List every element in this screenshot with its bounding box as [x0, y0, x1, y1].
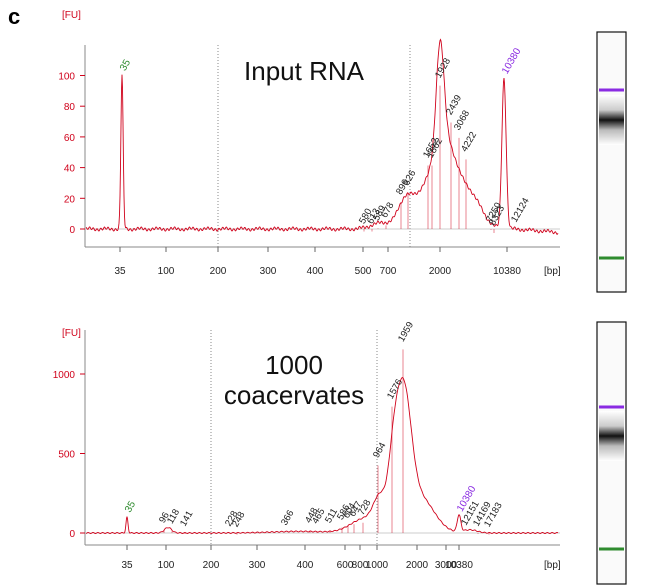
electropherogram-trace [85, 376, 559, 534]
x-tick-label: 100 [158, 560, 175, 571]
x-tick-label: 400 [297, 560, 314, 571]
gel-band-smear [599, 95, 624, 145]
chart-title: 1000 [265, 350, 323, 380]
x-tick-label: 200 [210, 266, 227, 277]
gel-band-smear [599, 411, 624, 461]
x-tick-label: 200 [203, 560, 220, 571]
panel-label: c [8, 4, 21, 29]
y-tick-label: 1000 [53, 370, 76, 381]
y-tick-label: 60 [64, 133, 76, 144]
gel-lane-background [598, 33, 625, 291]
x-tick-label: 400 [307, 266, 324, 277]
y-tick-label: 20 [64, 194, 76, 205]
x-tick-label: 2000 [406, 560, 429, 571]
x-tick-label: 100 [158, 266, 175, 277]
peak-label: 1576 [385, 377, 405, 401]
peak-label: 366 [279, 508, 296, 527]
x-tick-label: 10380 [445, 560, 473, 571]
y-tick-label: 0 [69, 529, 75, 540]
gel-band-upper-marker [599, 405, 624, 409]
x-axis-label: [bp] [544, 266, 561, 277]
x-tick-label: 1000 [366, 560, 389, 571]
x-tick-label: 700 [380, 266, 397, 277]
peak-label: 964 [371, 441, 388, 460]
peak-label: 1959 [396, 320, 416, 344]
gel-lane-coacervates [596, 321, 627, 585]
gel-band-lower-marker [599, 256, 624, 260]
x-tick-label: 800 [352, 560, 369, 571]
chart-title: coacervates [224, 380, 364, 410]
lower-marker-label: 35 [123, 499, 138, 515]
y-axis-label: [FU] [62, 328, 81, 339]
peak-label: 96 [157, 510, 172, 525]
x-tick-label: 3000 [435, 560, 458, 571]
gel-band-upper-marker [599, 88, 624, 92]
y-tick-label: 100 [58, 72, 75, 83]
x-tick-label: 10380 [493, 266, 521, 277]
y-tick-label: 80 [64, 102, 76, 113]
x-tick-label: 35 [121, 560, 133, 571]
y-tick-label: 40 [64, 164, 76, 175]
x-tick-label: 600 [337, 560, 354, 571]
gel-lane-input-rna [596, 31, 627, 293]
x-tick-label: 2000 [429, 266, 452, 277]
x-tick-label: 35 [114, 266, 126, 277]
peak-label: 4222 [459, 130, 479, 154]
y-tick-label: 0 [69, 225, 75, 236]
chart-input-rna: 0 20 40 60 80 100 [FU] 35 100 200 300 400 500 700 2000… [58, 10, 561, 277]
lower-marker-label: 35 [118, 57, 133, 73]
electropherogram-trace [85, 38, 559, 235]
upper-marker-label: 10380 [500, 46, 524, 76]
x-axis-label: [bp] [544, 560, 561, 571]
x-tick-label: 300 [260, 266, 277, 277]
peak-label: 12124 [509, 196, 532, 224]
gel-band-lower-marker [599, 547, 624, 551]
y-tick-label: 500 [58, 450, 75, 461]
x-tick-label: 500 [355, 266, 372, 277]
y-axis-label: [FU] [62, 10, 81, 21]
x-tick-label: 300 [249, 560, 266, 571]
peak-label: 728 [356, 498, 373, 517]
peak-label: 1862 [425, 136, 445, 160]
chart-title: Input RNA [244, 56, 365, 86]
peak-label: 1928 [433, 56, 453, 80]
